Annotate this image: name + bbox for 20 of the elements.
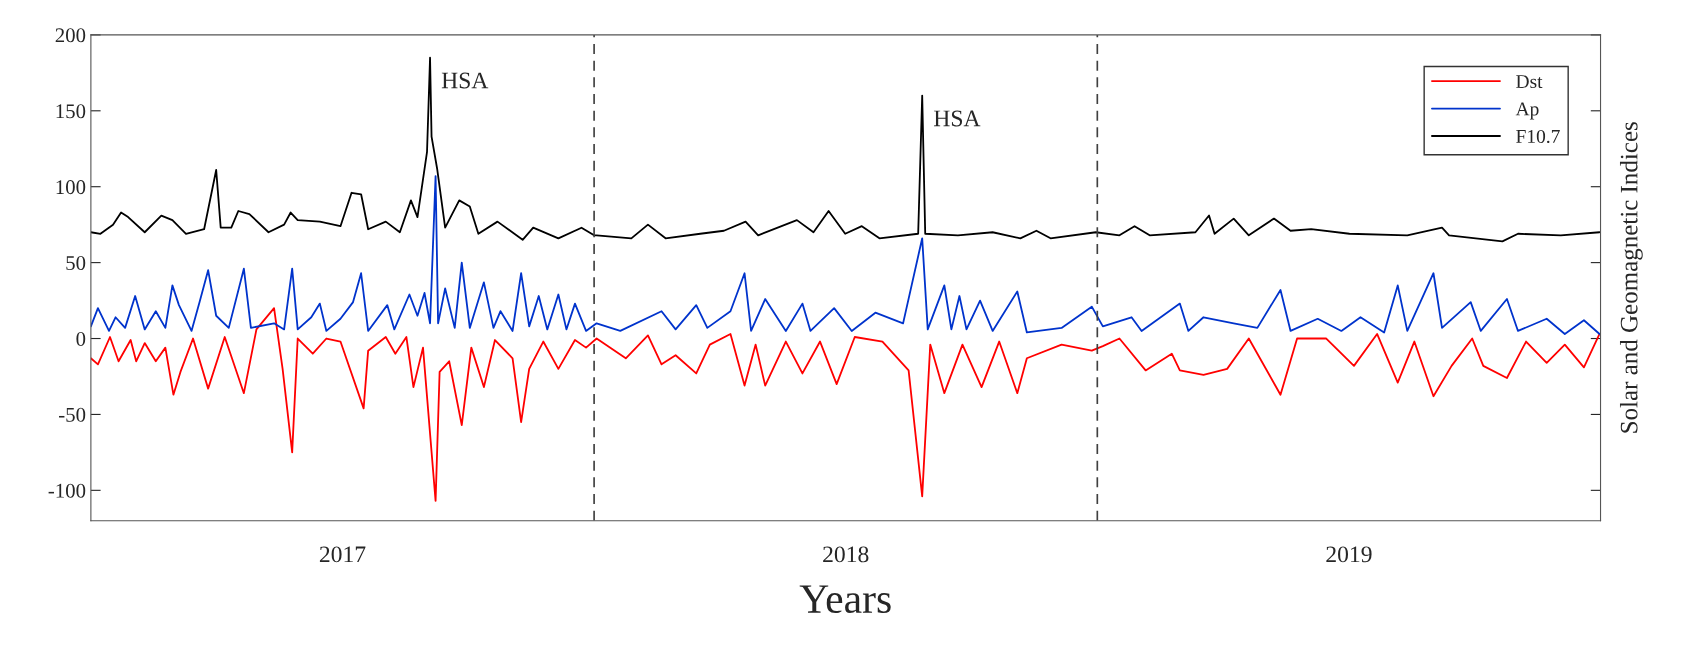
legend-label: Ap — [1515, 102, 1539, 120]
y-tick-label: 100 — [56, 180, 86, 195]
y-tick-label: 50 — [66, 255, 86, 271]
line-series — [90, 175, 1601, 335]
y-tick-label: 0 — [76, 331, 86, 346]
line-series — [90, 307, 1601, 502]
x-tick-label: 2018 — [823, 546, 869, 563]
y-tick-label: 150 — [56, 104, 86, 119]
y-tick-label: -50 — [59, 407, 86, 422]
y-axis-title: Solar and Geomagnetic Indices — [1619, 122, 1643, 433]
x-tick-label: 2019 — [1326, 546, 1372, 563]
annotation: HSA — [441, 72, 489, 89]
y-tick-label: -100 — [48, 483, 86, 498]
x-tick-label: 2017 — [319, 546, 366, 563]
legend-label: F10.7 — [1516, 129, 1560, 144]
y-tick-label: 200 — [55, 28, 86, 43]
x-axis-title: Years — [799, 585, 891, 614]
annotation: HSA — [933, 110, 981, 127]
legend-label: Dst — [1516, 75, 1543, 89]
line-series — [90, 56, 1601, 243]
